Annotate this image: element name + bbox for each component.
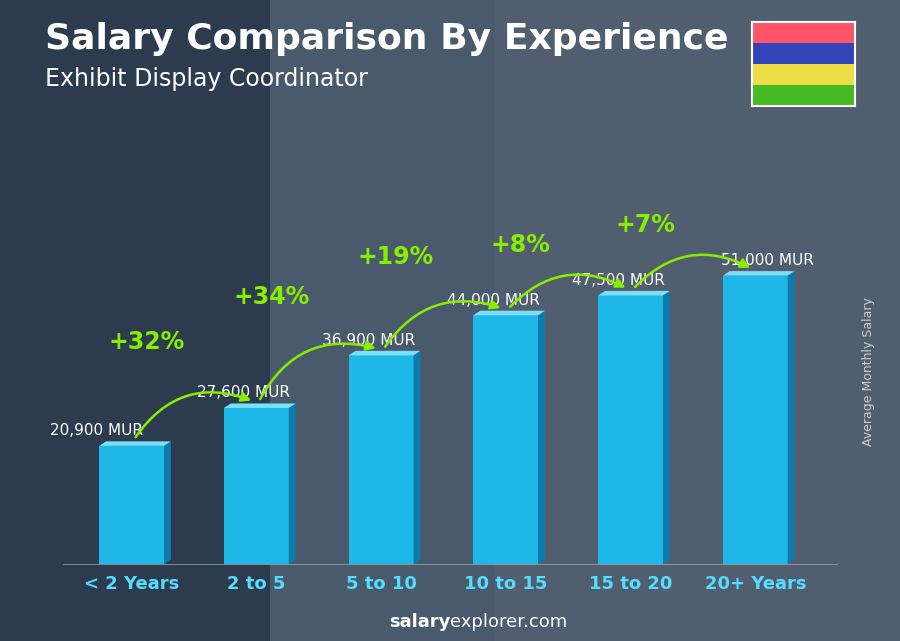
Polygon shape [723,271,795,276]
Text: +34%: +34% [233,285,310,309]
Text: 51,000 MUR: 51,000 MUR [721,253,815,268]
Polygon shape [788,271,795,564]
FancyBboxPatch shape [348,355,413,564]
Text: Average Monthly Salary: Average Monthly Salary [862,297,875,446]
Polygon shape [413,351,420,564]
Polygon shape [538,311,545,564]
Text: 20,900 MUR: 20,900 MUR [50,423,143,438]
Bar [752,64,855,85]
Polygon shape [348,351,420,355]
Text: salary: salary [389,613,450,631]
FancyBboxPatch shape [99,446,164,564]
Polygon shape [598,291,670,296]
FancyBboxPatch shape [723,276,788,564]
Text: +7%: +7% [616,213,676,237]
Text: Salary Comparison By Experience: Salary Comparison By Experience [45,22,728,56]
FancyBboxPatch shape [224,408,289,564]
Text: 44,000 MUR: 44,000 MUR [447,292,540,308]
Polygon shape [99,442,171,446]
Bar [752,44,855,64]
FancyBboxPatch shape [598,296,663,564]
FancyBboxPatch shape [473,315,538,564]
Text: +8%: +8% [491,233,551,257]
Text: explorer.com: explorer.com [450,613,567,631]
Polygon shape [164,442,171,564]
Text: +19%: +19% [358,245,434,269]
Text: 27,600 MUR: 27,600 MUR [197,385,291,400]
Text: 47,500 MUR: 47,500 MUR [572,272,664,288]
Polygon shape [289,403,295,564]
Polygon shape [663,291,670,564]
Text: 36,900 MUR: 36,900 MUR [322,333,415,347]
Polygon shape [224,403,295,408]
Text: Exhibit Display Coordinator: Exhibit Display Coordinator [45,67,368,91]
Text: +32%: +32% [108,330,184,354]
Polygon shape [473,311,545,315]
Bar [752,85,855,106]
Bar [752,22,855,44]
